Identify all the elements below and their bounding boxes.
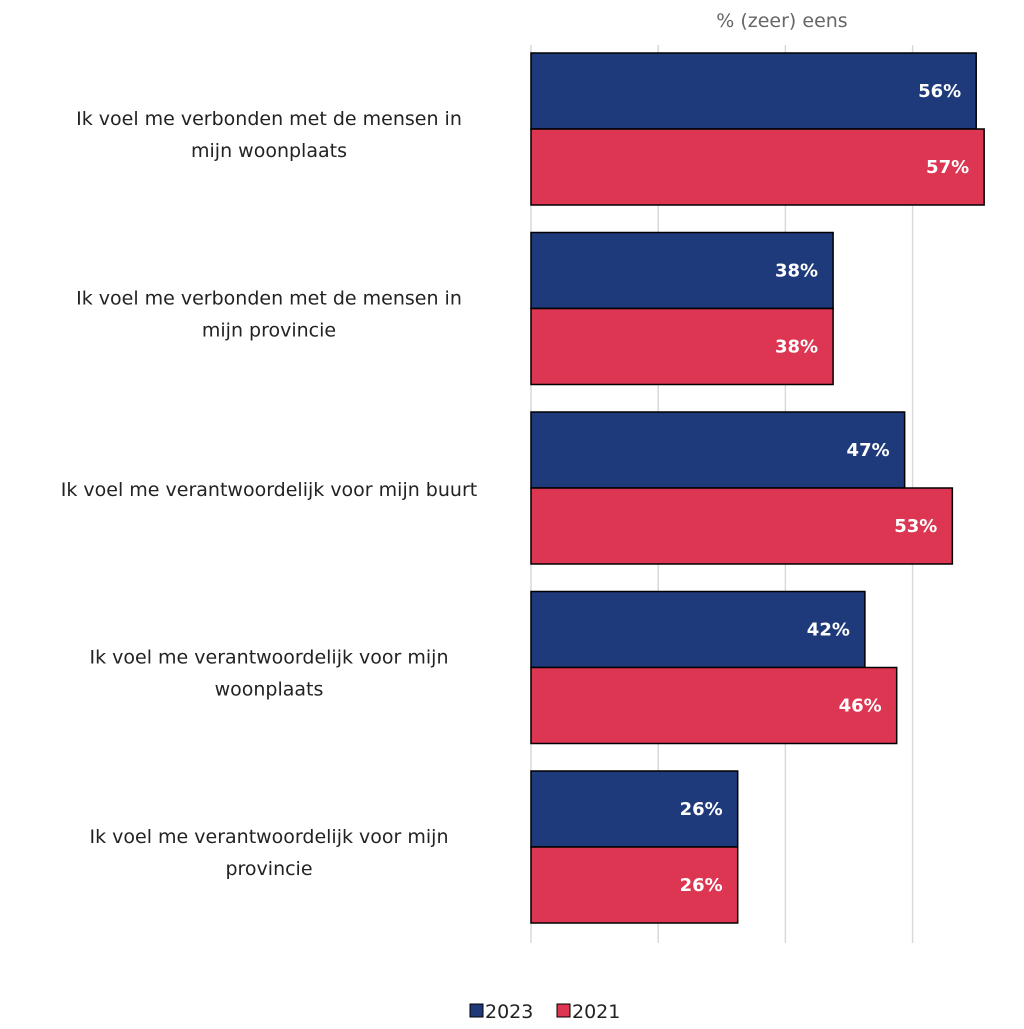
data-label-2021-1: 38%	[775, 337, 818, 358]
bar-2023-4	[530, 770, 739, 848]
bar-2021-4	[530, 846, 739, 924]
legend: 2023 2021	[469, 1001, 620, 1023]
bar-2021-3	[530, 666, 898, 745]
category-label: woonplaats	[215, 679, 324, 701]
bar-2021-0	[530, 128, 985, 206]
category-label: Ik voel me verbonden met de mensen in	[76, 288, 462, 310]
legend-swatch-2023	[469, 1003, 484, 1018]
legend-swatch-2021	[556, 1003, 571, 1018]
data-label-2023-0: 56%	[918, 81, 961, 102]
data-label-2023-4: 26%	[680, 799, 723, 820]
data-label-2021-0: 57%	[926, 157, 969, 178]
data-label-2023-1: 38%	[775, 261, 818, 282]
data-label-2021-3: 46%	[839, 696, 882, 717]
data-label-2021-2: 53%	[894, 516, 937, 537]
legend-label-2021: 2021	[572, 1001, 620, 1023]
category-label: Ik voel me verantwoordelijk voor mijn	[90, 826, 449, 848]
data-label-2021-4: 26%	[680, 875, 723, 896]
axis-title: % (zeer) eens	[716, 10, 847, 32]
bar-2023-0	[530, 52, 977, 130]
data-label-2023-2: 47%	[847, 440, 890, 461]
bar-2021-2	[530, 487, 954, 565]
bars	[530, 52, 985, 924]
bar-2023-3	[530, 590, 866, 669]
legend-label-2023: 2023	[485, 1001, 533, 1023]
data-labels: 56% 38% 47% 42% 26% 57% 38% 53% 46% 26%	[680, 81, 970, 896]
data-label-2023-3: 42%	[807, 620, 850, 641]
category-label: mijn provincie	[202, 320, 336, 342]
category-label: Ik voel me verantwoordelijk voor mijn bu…	[61, 479, 477, 501]
category-labels: Ik voel me verbonden met de mensen in mij…	[61, 108, 477, 880]
category-label: Ik voel me verbonden met de mensen in	[76, 108, 462, 130]
category-label: mijn woonplaats	[191, 140, 347, 162]
category-label: Ik voel me verantwoordelijk voor mijn	[90, 647, 449, 669]
bar-2023-1	[530, 231, 834, 310]
category-label: provincie	[225, 858, 312, 880]
bar-2021-1	[530, 307, 834, 386]
